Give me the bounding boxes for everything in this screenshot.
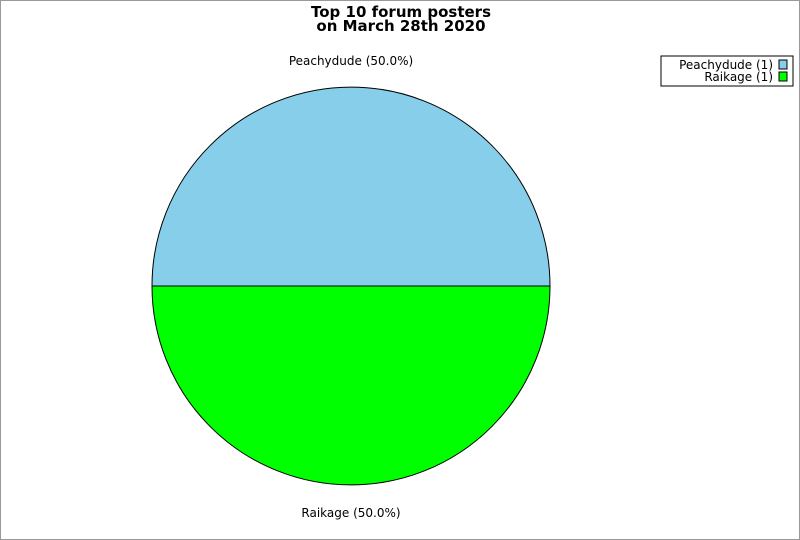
legend-box: [660, 55, 794, 87]
slice-label: Peachydude (50.0%): [289, 54, 413, 68]
pie-slice-peachydude: [151, 86, 551, 287]
legend-label: Raikage (1): [704, 70, 773, 84]
chart-title-line-1: Top 10 forum posters: [311, 3, 491, 21]
legend-swatch: [778, 59, 788, 70]
chart-title-line-2: on March 28th 2020: [316, 17, 485, 35]
legend-swatch: [778, 71, 788, 82]
legend-label: Peachydude (1): [679, 58, 773, 72]
slice-label: Raikage (50.0%): [301, 506, 400, 520]
pie-slice-raikage: [151, 285, 551, 486]
